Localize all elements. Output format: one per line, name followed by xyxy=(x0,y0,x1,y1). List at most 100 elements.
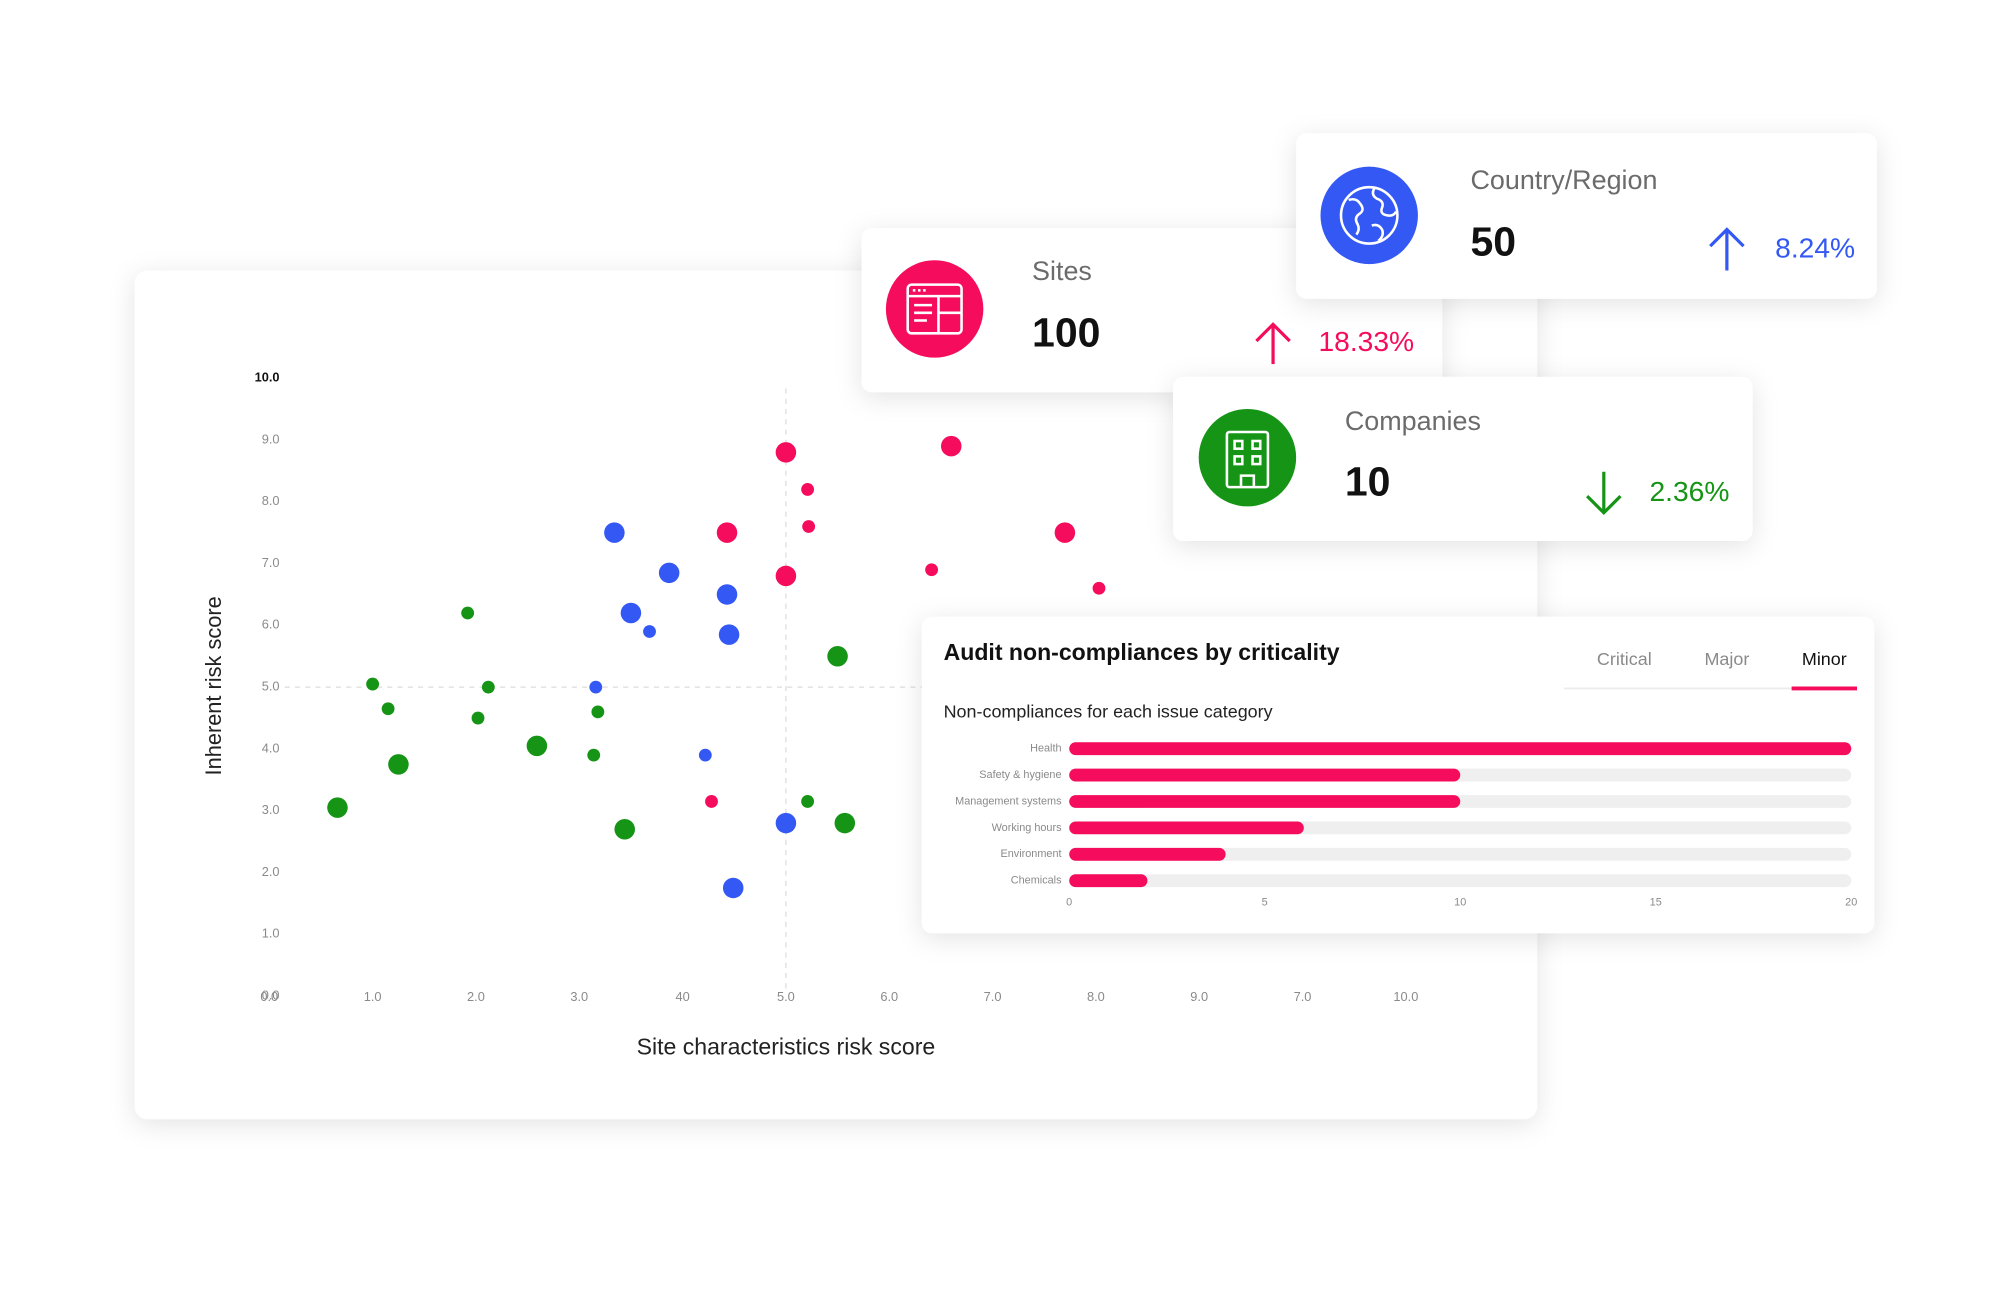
category-label: Management systems xyxy=(955,795,1062,807)
point xyxy=(718,624,740,645)
x-tick-label: 5.0 xyxy=(777,989,795,1004)
icon-circle xyxy=(885,260,984,358)
icon xyxy=(1339,185,1399,245)
x-tick-label: 7.0 xyxy=(1294,989,1312,1004)
kpi-label: Country/Region xyxy=(1470,165,1657,195)
point xyxy=(589,680,603,694)
point xyxy=(526,735,548,757)
point xyxy=(658,562,680,584)
x-axis-label: Site characteristics risk score xyxy=(637,1034,936,1060)
kpi-change: 8.24% xyxy=(1775,231,1855,263)
category-label: Safety & hygiene xyxy=(979,769,1061,781)
point xyxy=(775,565,797,587)
tab[interactable]: Critical xyxy=(1597,649,1652,669)
x-tick-label: 9.0 xyxy=(1190,989,1208,1004)
y-tick-label: 5.0 xyxy=(262,679,280,694)
x-tick-label: 8.0 xyxy=(1087,989,1105,1004)
point xyxy=(716,522,738,543)
kpi-value: 50 xyxy=(1470,219,1516,265)
x-tick-label: 3.0 xyxy=(570,989,588,1004)
y-tick-label: 2.0 xyxy=(262,864,280,879)
card xyxy=(1173,376,1753,541)
point xyxy=(716,584,738,605)
x-tick-label: 15 xyxy=(1650,896,1662,908)
kpi-value: 10 xyxy=(1345,458,1391,504)
bar-track xyxy=(1069,847,1852,861)
point xyxy=(722,877,744,899)
y-tick-label: 3.0 xyxy=(262,802,280,817)
point xyxy=(604,522,625,543)
x-tick-label: 20 xyxy=(1845,896,1857,908)
bar-track xyxy=(1069,874,1852,888)
icon-circle xyxy=(1198,408,1297,507)
bar xyxy=(1069,821,1304,835)
icon-circle xyxy=(1320,166,1418,265)
bar xyxy=(1069,847,1226,861)
trend-arrow xyxy=(1586,471,1622,516)
y-tick-label: 4.0 xyxy=(262,740,280,755)
trend-arrow xyxy=(1709,227,1745,271)
point xyxy=(481,680,495,694)
x-tick-label: 6.0 xyxy=(880,989,898,1004)
point xyxy=(834,812,856,834)
y-tick-label: 10.0 xyxy=(255,370,280,385)
icon xyxy=(906,283,963,335)
point xyxy=(802,520,816,533)
y-tick-label: 1.0 xyxy=(262,926,280,941)
tab[interactable]: Minor xyxy=(1802,649,1847,669)
bar xyxy=(1069,742,1852,756)
category-label: Working hours xyxy=(992,822,1062,834)
point xyxy=(388,754,409,775)
point xyxy=(801,482,815,496)
kpi-value: 100 xyxy=(1032,310,1100,356)
point xyxy=(461,606,475,620)
point xyxy=(705,795,718,808)
point xyxy=(827,645,848,667)
x-tick-label: 10.0 xyxy=(1393,989,1418,1004)
x-tick-label: 0 xyxy=(1066,896,1072,908)
x-tick-label: 5 xyxy=(1262,896,1268,908)
x-tick-label: 40 xyxy=(675,989,689,1004)
category-label: Health xyxy=(1030,743,1061,755)
bar xyxy=(1069,874,1148,888)
kpi-card[interactable]: Companies 10 2.36% xyxy=(1173,376,1753,541)
kpi-change: 2.36% xyxy=(1650,475,1730,507)
x-tick-label: 0.0 xyxy=(260,989,278,1004)
kpi-change: 18.33% xyxy=(1318,325,1414,357)
point xyxy=(381,702,395,716)
card-subtitle: Non-compliances for each issue category xyxy=(944,702,1273,722)
point xyxy=(327,797,348,818)
bar xyxy=(1069,795,1461,808)
point xyxy=(940,435,962,457)
point xyxy=(591,705,605,719)
x-tick-label: 1.0 xyxy=(364,989,382,1004)
kpi-label: Sites xyxy=(1032,256,1092,286)
icon xyxy=(1225,430,1270,489)
y-tick-label: 9.0 xyxy=(262,431,280,446)
point xyxy=(801,795,815,808)
trend-arrow xyxy=(1255,322,1291,365)
x-tick-label: 7.0 xyxy=(984,989,1002,1004)
kpi-label: Companies xyxy=(1345,406,1481,436)
audit-card: Audit non-compliances by criticality Non… xyxy=(921,616,1875,934)
y-axis-label: Inherent risk score xyxy=(201,596,226,775)
point xyxy=(1092,581,1106,595)
point xyxy=(1054,522,1076,543)
category-label: Environment xyxy=(1000,848,1061,860)
y-tick-label: 8.0 xyxy=(262,493,280,508)
tab[interactable]: Major xyxy=(1704,649,1749,669)
point xyxy=(471,711,485,725)
y-tick-label: 0.0 xyxy=(262,987,280,1002)
point xyxy=(587,748,601,762)
point xyxy=(366,677,380,691)
category-label: Chemicals xyxy=(1011,875,1062,887)
point xyxy=(775,442,797,463)
y-tick-label: 7.0 xyxy=(262,555,280,570)
card xyxy=(1296,133,1877,299)
point xyxy=(925,563,939,577)
point xyxy=(775,812,797,834)
point xyxy=(620,602,642,624)
kpi-card[interactable]: Country/Region 50 8.24% xyxy=(1296,133,1877,299)
point xyxy=(643,625,656,638)
